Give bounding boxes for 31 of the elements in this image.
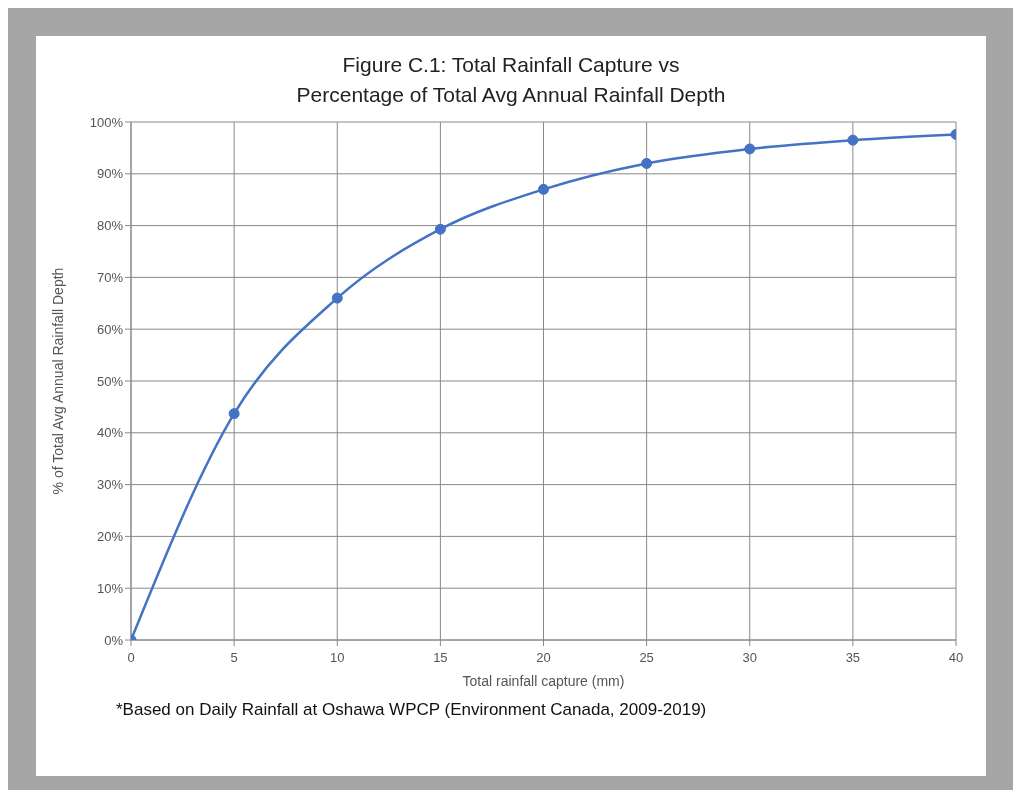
- x-axis-title: Total rainfall capture (mm): [462, 673, 625, 689]
- y-tick-label: 40%: [96, 425, 124, 441]
- point: [641, 157, 653, 169]
- y-tick-label: 70%: [96, 270, 124, 286]
- x-tick-label: 30: [742, 650, 757, 665]
- x-tick-label: 35: [845, 650, 861, 665]
- point: [331, 292, 343, 304]
- x-tick-label: 15: [433, 650, 448, 665]
- y-tick-label: 10%: [96, 580, 124, 596]
- chart-title: Figure C.1: Total Rainfall Capture vs Percentage of Total Avg Annual Rainfall Depth: [295, 52, 727, 108]
- x-tick-label: 40: [948, 650, 964, 665]
- y-tick-label: 90%: [96, 166, 124, 182]
- point: [744, 143, 756, 155]
- y-tick-label: 30%: [96, 477, 124, 493]
- point: [538, 183, 549, 195]
- y-tick-label: 0%: [104, 632, 124, 648]
- x-tick-label: 0: [127, 650, 135, 665]
- y-axis-title: % of Total Avg Annual Rainfall Depth: [49, 267, 66, 495]
- y-tick-label: 80%: [96, 218, 124, 234]
- text: *Based on Daily Rainfall at Oshawa WPCP (Environment Canada, 2009-2019): [116, 700, 708, 720]
- point: [847, 134, 859, 146]
- x-tick-label: 10: [330, 650, 345, 665]
- point: [228, 408, 240, 420]
- x-tick-label: 25: [639, 650, 654, 665]
- y-tick-label: 50%: [96, 373, 124, 389]
- x-tick-label: 5: [230, 650, 238, 665]
- point: [434, 223, 446, 235]
- y-tick-label: 60%: [96, 321, 124, 337]
- x-tick-label: 20: [536, 650, 551, 665]
- y-tick-label: 20%: [96, 529, 124, 545]
- y-tick-label: 100%: [89, 114, 124, 130]
